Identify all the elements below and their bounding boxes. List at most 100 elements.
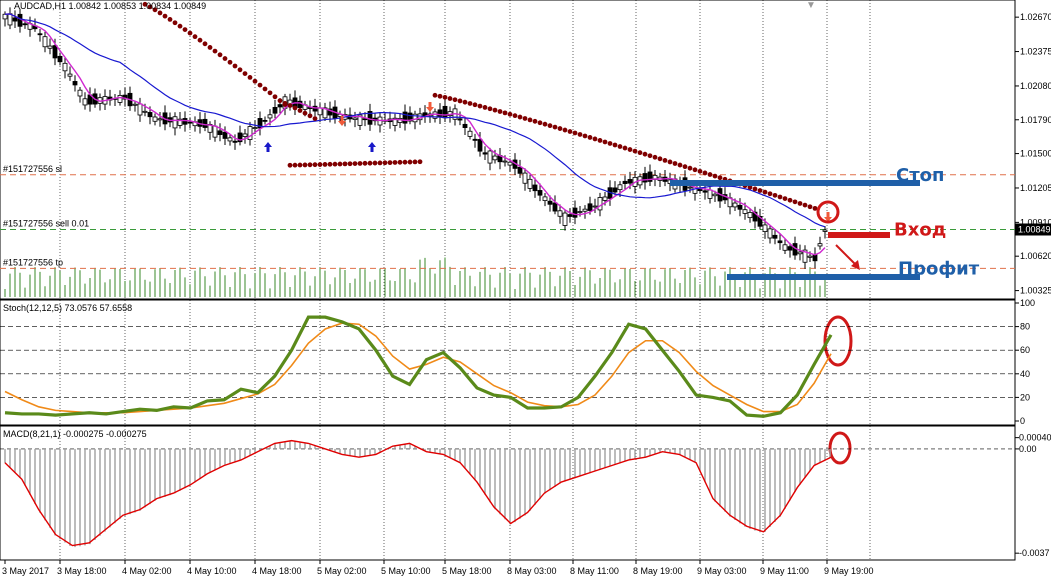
sar-dot: [377, 160, 383, 166]
candle-body: [557, 210, 563, 217]
annotation-label: Вход: [894, 219, 946, 240]
time-label: 3 May 18:00: [57, 566, 107, 576]
candle-body: [762, 224, 768, 232]
stoch-label: 0: [1020, 416, 1025, 426]
sar-dot: [582, 133, 588, 139]
candle-body: [57, 55, 63, 63]
annotation-drawings: Стоп Вход Профит: [670, 165, 980, 465]
sar-dot: [272, 94, 278, 100]
time-label: 3 May 2017: [2, 566, 49, 576]
sar-dot: [717, 175, 723, 181]
sar-dot: [142, 1, 148, 7]
stoch-label: 40: [1020, 369, 1030, 379]
candle-body: [737, 204, 743, 210]
candle-body: [42, 36, 48, 48]
stoch-main-line: [4, 315, 833, 418]
candle-body: [542, 196, 548, 201]
candle-body: [202, 118, 208, 128]
sar-dot: [612, 142, 618, 148]
sar-dot: [637, 150, 643, 156]
sar-dot: [487, 106, 493, 112]
time-label: 8 May 11:00: [570, 566, 619, 576]
candle-body: [707, 189, 713, 199]
sar-dot: [767, 191, 773, 197]
candle-body: [587, 203, 593, 211]
sar-dot: [202, 41, 208, 47]
candle-body: [472, 138, 478, 141]
sar-dot: [647, 153, 653, 159]
profit-arrow: [835, 244, 857, 266]
candle-body: [237, 132, 243, 143]
sar-dot: [262, 86, 268, 92]
parabolic-sar: [142, 1, 818, 211]
stoch-label: 20: [1020, 392, 1030, 402]
candle-body: [267, 114, 273, 119]
sar-dot: [192, 34, 198, 40]
candle-body: [157, 118, 163, 121]
time-label: 8 May 03:00: [507, 566, 557, 576]
sar-dot: [507, 111, 513, 117]
candle-body: [222, 131, 228, 139]
sar-dot: [667, 159, 673, 165]
candle-body: [272, 106, 278, 114]
sar-dot: [222, 56, 228, 61]
sar-dot: [382, 160, 388, 166]
sar-dot: [317, 162, 323, 167]
time-label: 4 May 02:00: [122, 566, 172, 576]
sar-dot: [757, 188, 763, 193]
sar-dot: [587, 135, 593, 140]
sar-dot: [447, 96, 453, 101]
price-label: 1.01790: [1020, 115, 1051, 125]
candle-body: [777, 240, 783, 244]
sar-dot: [547, 123, 553, 129]
candle-body: [357, 114, 363, 126]
sar-dot: [697, 168, 703, 174]
sar-dot: [207, 45, 213, 50]
sar-dot: [602, 139, 608, 145]
price-axis: 1.02670 1.02375 1.02080 1.01790 1.01500 1.012…: [1015, 12, 1051, 558]
candle-body: [402, 111, 408, 124]
sar-dot: [302, 110, 308, 116]
price-label: 1.00325: [1020, 286, 1051, 296]
sar-dot: [472, 102, 478, 108]
candle-body: [132, 103, 138, 106]
sar-dot: [407, 159, 413, 165]
candle-body: [362, 118, 368, 121]
candle-body: [817, 243, 823, 247]
stoch-panel-frame: [0, 299, 1016, 426]
sar-dot: [467, 101, 473, 106]
candle-body: [747, 212, 753, 219]
price-label: 1.01500: [1020, 149, 1051, 159]
sar-dot: [412, 159, 418, 165]
time-label: 5 May 10:00: [381, 566, 431, 576]
sar-dot: [802, 202, 808, 208]
chevron-down-icon[interactable]: ▼: [806, 0, 816, 11]
current-price-box: [1015, 223, 1051, 236]
sar-dot: [677, 162, 683, 168]
sar-dot: [187, 30, 193, 36]
candle-body: [442, 105, 448, 119]
sar-dot: [197, 37, 203, 43]
time-label: 4 May 18:00: [252, 566, 302, 576]
stoch-title: Stoch(12,12,5) 73.0576 57.6558: [3, 303, 132, 313]
candle-body: [22, 23, 28, 26]
time-label: 5 May 02:00: [317, 566, 367, 576]
sar-dot: [532, 118, 538, 124]
time-label: 9 May 19:00: [824, 566, 874, 576]
candle-body: [617, 184, 623, 191]
sar-dot: [752, 186, 758, 192]
sar-dot: [302, 162, 308, 168]
sar-dot: [227, 59, 233, 65]
sar-dot: [537, 120, 543, 126]
candle-body: [577, 211, 583, 213]
sar-dot: [212, 48, 218, 54]
candle-body: [687, 186, 693, 189]
sar-dot: [492, 107, 498, 113]
sar-dot: [182, 27, 188, 33]
sar-dot: [347, 161, 353, 167]
sar-dot: [242, 71, 248, 76]
sar-dot: [152, 7, 158, 13]
sar-dot: [312, 116, 318, 122]
sar-dot: [432, 92, 438, 98]
